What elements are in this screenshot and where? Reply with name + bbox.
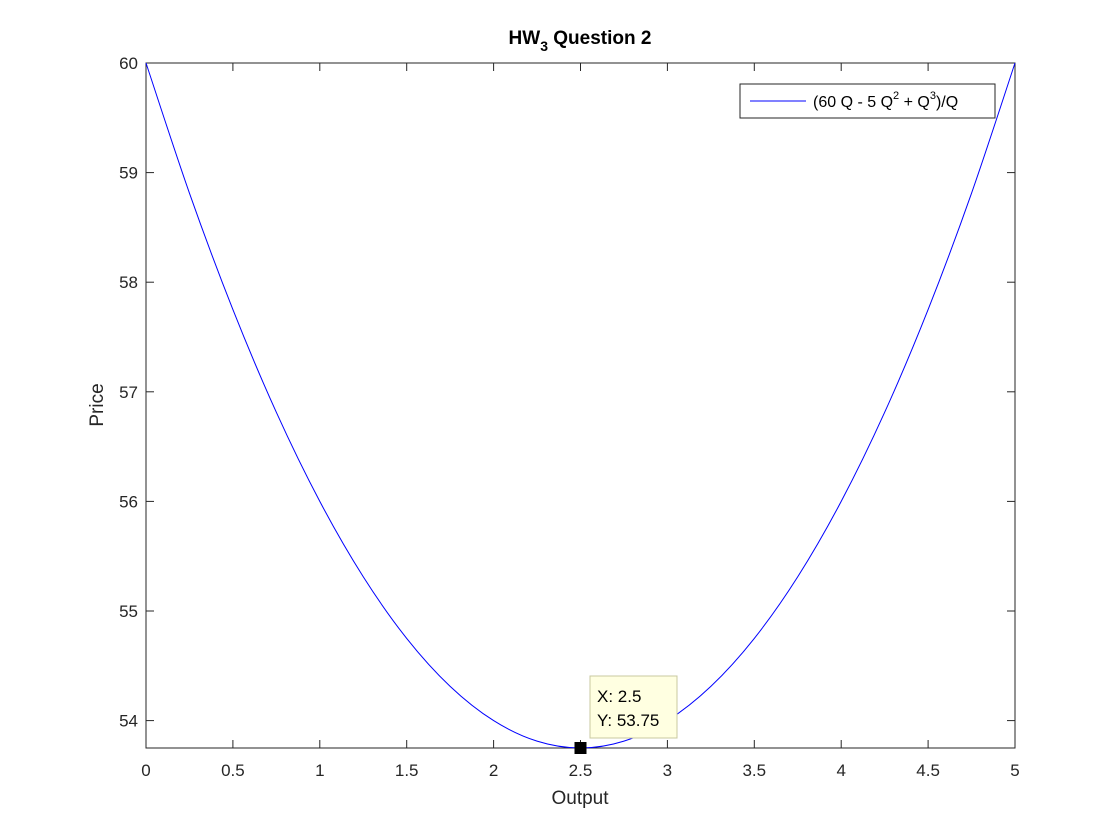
y-tick-label: 55 xyxy=(119,602,138,621)
legend-label-middle: + Q xyxy=(899,94,930,111)
chart-title-rest: Question 2 xyxy=(548,28,651,49)
data-tip-y-text: Y: 53.75 xyxy=(597,711,659,730)
data-tip-marker[interactable] xyxy=(574,742,587,754)
y-tick-label: 56 xyxy=(119,492,138,511)
y-tick-label: 60 xyxy=(119,54,138,73)
x-tick-label: 3.5 xyxy=(742,761,766,780)
legend-label-sup1: 2 xyxy=(893,90,899,102)
legend-label: (60 Q - 5 Q2 + Q3)/Q xyxy=(813,90,958,111)
data-tip[interactable]: X: 2.5 Y: 53.75 xyxy=(589,675,678,739)
y-tick-label: 57 xyxy=(119,383,138,402)
legend-label-sup2: 3 xyxy=(930,90,936,102)
y-tick-label: 59 xyxy=(119,164,138,183)
x-axis-label: Output xyxy=(551,788,609,809)
y-tick-label: 54 xyxy=(119,712,138,731)
chart-title-main: HW xyxy=(509,28,541,49)
legend[interactable]: (60 Q - 5 Q2 + Q3)/Q xyxy=(739,83,996,119)
chart-title: HW3 Question 2 xyxy=(509,28,652,54)
axes-box xyxy=(145,62,1016,749)
x-tick-label: 5 xyxy=(1010,761,1019,780)
x-tick-label: 1.5 xyxy=(395,761,419,780)
data-tip-box xyxy=(589,675,678,739)
legend-label-suffix: )/Q xyxy=(936,94,958,111)
x-tick-label: 4 xyxy=(836,761,845,780)
x-tick-label: 4.5 xyxy=(916,761,940,780)
y-tick-label: 58 xyxy=(119,273,138,292)
legend-label-prefix: (60 Q - 5 Q xyxy=(813,94,893,111)
ticks-layer: 0 0.5 1 1.5 2 2.5 3 3.5 4 4.5 5 54 55 56 57 58 59 60 xyxy=(119,54,1020,780)
x-tick-label: 0 xyxy=(141,761,150,780)
data-tip-x-text: X: 2.5 xyxy=(597,687,641,706)
x-tick-label: 1 xyxy=(315,761,324,780)
x-tick-label: 2.5 xyxy=(569,761,593,780)
x-tick-label: 2 xyxy=(489,761,498,780)
y-axis-label: Price xyxy=(87,383,108,426)
x-tick-label: 0.5 xyxy=(221,761,245,780)
chart-title-subscript: 3 xyxy=(540,38,548,54)
x-tick-label: 3 xyxy=(663,761,672,780)
